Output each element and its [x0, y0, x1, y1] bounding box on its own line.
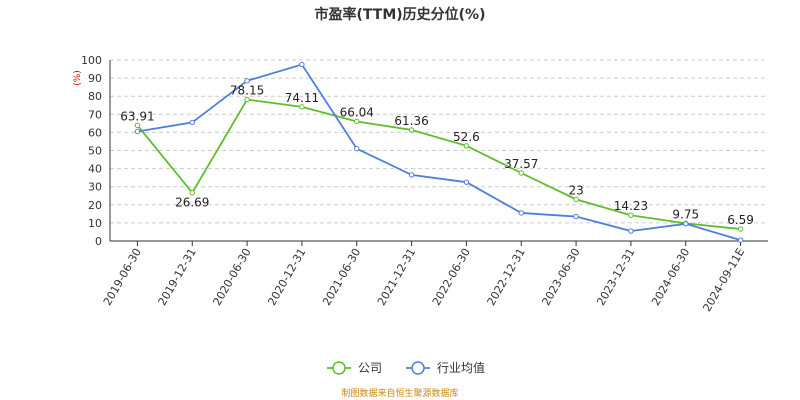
series-line-company: [136, 98, 741, 230]
legend-label: 公司: [358, 361, 382, 375]
legend-swatch-marker: [332, 361, 346, 375]
data-label: 61.36: [394, 114, 428, 128]
data-point: [737, 226, 744, 232]
x-tick-label: 2019-12-31: [156, 246, 199, 308]
y-tick-label: 60: [88, 126, 102, 139]
x-tick-label: 2021-12-31: [375, 246, 418, 308]
data-point: [134, 128, 141, 135]
legend-label: 行业均值: [437, 360, 485, 375]
grid-lines: [110, 59, 768, 224]
data-point: [463, 143, 470, 149]
y-tick-label: 30: [88, 181, 102, 194]
data-point: [354, 145, 360, 152]
data-point: [354, 118, 360, 125]
data-point: [573, 196, 579, 203]
data-label: 9.75: [672, 207, 699, 221]
data-point: [244, 78, 250, 84]
y-axis-unit: (%): [73, 70, 83, 86]
x-tick-label: 2024-09-11E: [700, 246, 747, 314]
legend-swatch-marker: [411, 361, 425, 375]
y-tick-label: 70: [88, 108, 102, 121]
x-tick-label: 2019-06-30: [101, 246, 144, 308]
x-tick-label: 2023-12-31: [594, 246, 637, 308]
data-point: [408, 127, 415, 133]
y-tick-label: 90: [88, 72, 102, 85]
x-tick-label: 2023-06-30: [539, 246, 582, 308]
y-tick-label: 80: [88, 90, 102, 103]
data-point: [299, 104, 305, 110]
data-point: [189, 119, 195, 126]
data-label: 52.6: [453, 130, 480, 144]
y-tick-label: 10: [88, 217, 102, 230]
x-tick-label: 2020-12-31: [265, 246, 308, 308]
data-point: [463, 179, 470, 185]
data-label: 26.69: [175, 196, 209, 210]
data-labels: 63.91 26.69 78.15 74.11 66.04 61.36 52.6 37.57 2…: [120, 84, 754, 228]
series-lines: [134, 61, 744, 243]
y-tick-label: 50: [88, 145, 102, 158]
legend-item-industry-average[interactable]: 行业均值: [406, 360, 485, 375]
x-tick-label: 2022-06-30: [430, 246, 473, 308]
data-point: [189, 189, 195, 196]
data-label: 66.04: [340, 105, 374, 119]
data-point: [683, 221, 689, 227]
data-point: [408, 172, 415, 178]
data-point: [134, 122, 141, 129]
data-point: [518, 210, 524, 216]
data-label: 63.91: [120, 109, 154, 123]
data-point: [299, 61, 305, 68]
data-label: 74.11: [285, 91, 319, 105]
x-tick-label: 2020-06-30: [210, 246, 253, 308]
data-label: 14.23: [614, 199, 648, 213]
source-note: 制图数据来自恒生聚源数据库: [341, 387, 458, 399]
data-point: [628, 212, 634, 218]
x-tick-label: 2024-06-30: [649, 246, 692, 308]
x-tick-label: 2022-12-31: [485, 246, 528, 308]
x-tick-label: 2021-06-30: [320, 246, 363, 308]
legend-item-company[interactable]: 公司: [327, 361, 382, 375]
chart-title: 市盈率(TTM)历史分位(%): [315, 6, 486, 23]
series-line-industry-average: [137, 63, 741, 241]
data-point: [518, 170, 524, 176]
data-point: [737, 237, 744, 243]
y-tick-label: 20: [88, 199, 102, 212]
y-tick-label: 100: [81, 54, 102, 67]
data-point: [573, 213, 579, 220]
data-label: 37.57: [504, 157, 538, 171]
data-point: [244, 96, 250, 103]
y-tick-label: 0: [95, 235, 102, 248]
data-label: 6.59: [727, 213, 754, 227]
data-label: 23: [568, 183, 583, 197]
y-tick-label: 40: [88, 163, 102, 176]
legend[interactable]: 公司 行业均值: [327, 360, 485, 375]
data-point: [628, 228, 634, 234]
data-label: 78.15: [230, 84, 264, 98]
